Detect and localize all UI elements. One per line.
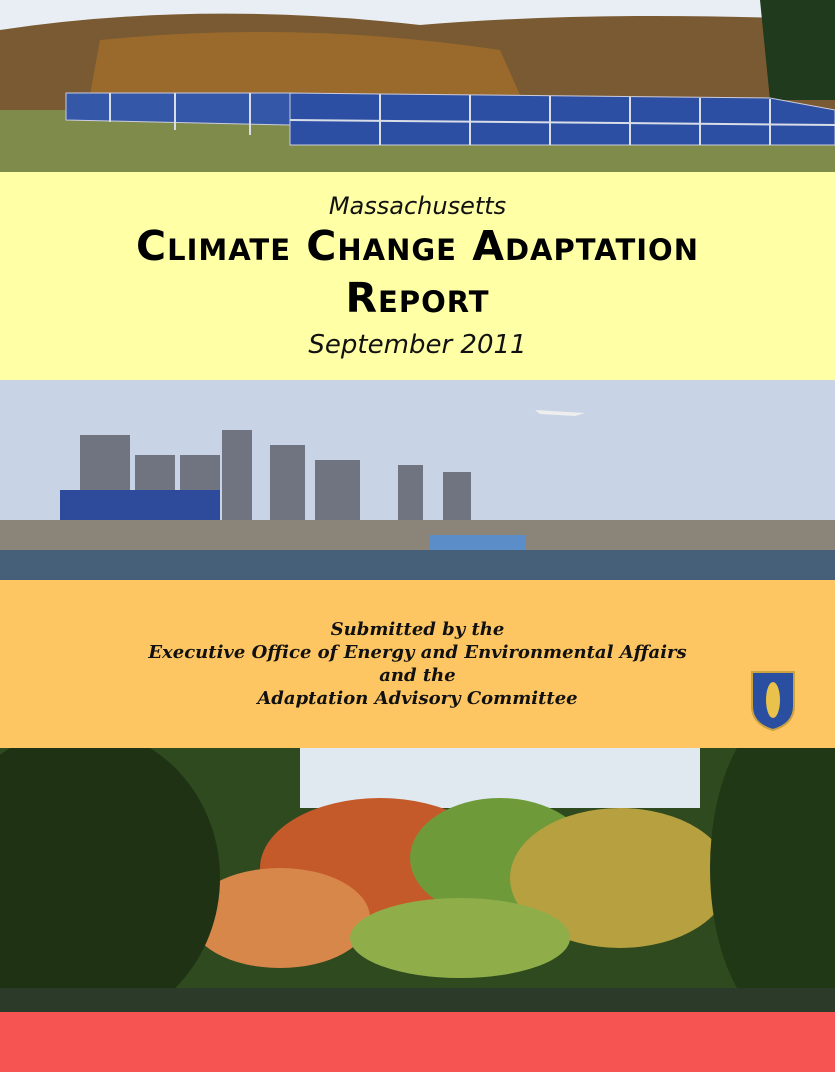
submission-line: Submitted by the bbox=[0, 618, 835, 641]
submission-line: Executive Office of Energy and Environme… bbox=[0, 641, 835, 664]
cover: Massachusetts Climate Change Adaptation … bbox=[0, 0, 835, 1078]
date: September 2011 bbox=[0, 330, 835, 360]
title: Report bbox=[0, 272, 835, 324]
title: Climate Change Adaptation bbox=[0, 220, 835, 272]
state-seal bbox=[748, 668, 798, 732]
footer-bar bbox=[0, 1012, 835, 1072]
submission-block: Submitted by the Executive Office of Ene… bbox=[0, 580, 835, 748]
subtitle: Massachusetts bbox=[0, 192, 835, 220]
solar-photo bbox=[0, 0, 835, 172]
title-block: Massachusetts Climate Change Adaptation … bbox=[0, 172, 835, 380]
submission-line: and the bbox=[0, 664, 835, 687]
submission-line: Adaptation Advisory Committee bbox=[0, 687, 835, 710]
city-photo bbox=[0, 380, 835, 580]
forest-photo bbox=[0, 748, 835, 1012]
